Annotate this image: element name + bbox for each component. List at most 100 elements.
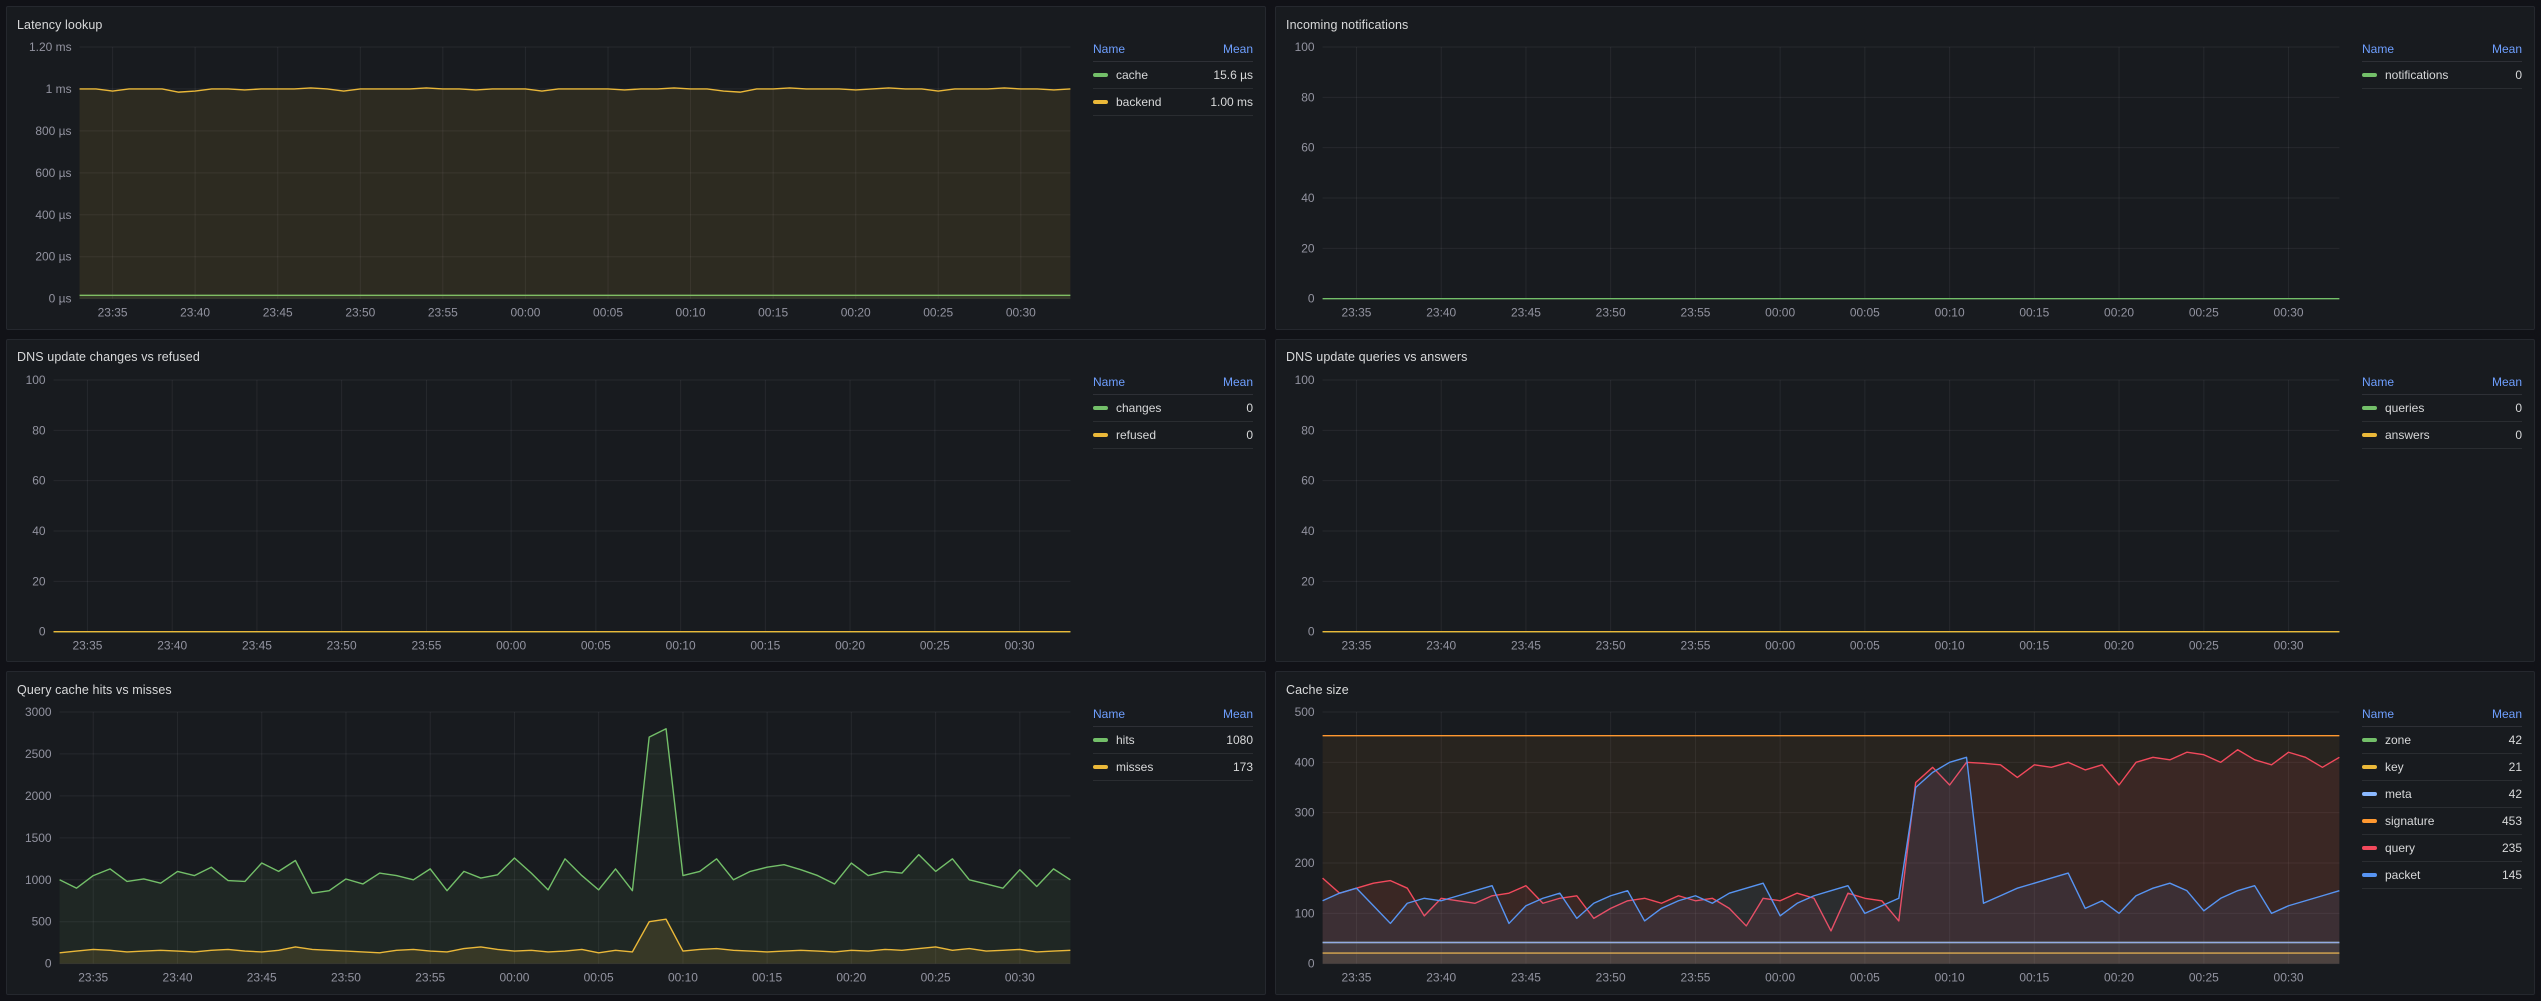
svg-text:800 µs: 800 µs [35, 124, 71, 138]
panel-header[interactable]: Cache size [1286, 679, 2524, 700]
legend-row-queries[interactable]: queries 0 [2362, 395, 2522, 422]
panel-dns-update-changes-vs-refused: DNS update changes vs refused 0 20 40 60 80 1… [6, 338, 1266, 663]
svg-text:23:55: 23:55 [411, 638, 441, 652]
svg-text:00:00: 00:00 [496, 638, 526, 652]
chart-latency-lookup[interactable]: 0 µs 200 µs 400 µs 600 µs 800 µs 1 ms 1.20 ms 2… [17, 35, 1083, 323]
legend-sort-name[interactable]: Name [2362, 374, 2395, 389]
legend-sort-name[interactable]: Name [1093, 42, 1126, 56]
legend-sort-name[interactable]: Name [1093, 707, 1126, 722]
legend-sort-name[interactable]: Name [2362, 707, 2395, 722]
svg-text:00:00: 00:00 [499, 971, 529, 985]
panel-title[interactable]: Incoming notifications [1286, 17, 1409, 32]
svg-text:20: 20 [1301, 574, 1315, 588]
legend-dns-update-changes-vs-refused: Name Mean changes 0 refused 0 [1083, 368, 1255, 656]
series-name: refused [1116, 427, 1157, 442]
series-mean-value: 0 [2515, 427, 2522, 442]
legend-header: Name Mean [1093, 370, 1253, 395]
legend-sort-name[interactable]: Name [2362, 42, 2395, 56]
legend-row-signature[interactable]: signature 453 [2362, 808, 2522, 836]
series-name: signature [2385, 814, 2435, 829]
legend-row-hits[interactable]: hits 1080 [1093, 727, 1253, 755]
panel-incoming-notifications: Incoming notifications 0 20 40 60 80 100 23:35… [1275, 6, 2535, 330]
legend-row-refused[interactable]: refused 0 [1093, 422, 1253, 449]
legend-sort-mean[interactable]: Mean [1222, 707, 1253, 722]
legend-sort-mean[interactable]: Mean [2491, 374, 2522, 389]
svg-text:200: 200 [1295, 856, 1315, 870]
series-mean-value: 1080 [1226, 733, 1253, 748]
legend-sort-mean[interactable]: Mean [1222, 42, 1253, 56]
svg-text:23:40: 23:40 [1426, 638, 1456, 652]
legend-row-key[interactable]: key 21 [2362, 754, 2522, 782]
svg-text:00:30: 00:30 [1006, 306, 1036, 320]
series-name: misses [1116, 760, 1154, 775]
svg-text:00:10: 00:10 [1935, 306, 1965, 320]
legend-row-misses[interactable]: misses 173 [1093, 754, 1253, 782]
panel-title[interactable]: DNS update changes vs refused [17, 350, 200, 365]
svg-text:00:10: 00:10 [1935, 971, 1965, 985]
series-mean-value: 1.00 ms [1210, 95, 1253, 109]
svg-text:100: 100 [26, 373, 46, 387]
panel-header[interactable]: Incoming notifications [1286, 14, 2524, 35]
svg-text:00:05: 00:05 [593, 306, 623, 320]
legend-sort-mean[interactable]: Mean [2491, 42, 2522, 56]
svg-text:23:35: 23:35 [1341, 638, 1371, 652]
panel-title[interactable]: Query cache hits vs misses [17, 682, 172, 697]
series-color-swatch-notifications [2362, 73, 2377, 77]
svg-text:0: 0 [39, 624, 46, 638]
panel-header[interactable]: DNS update queries vs answers [1286, 347, 2524, 368]
series-color-swatch-query [2362, 846, 2377, 851]
svg-text:80: 80 [1301, 423, 1315, 437]
legend-row-notifications[interactable]: notifications 0 [2362, 62, 2522, 89]
chart-cache-size[interactable]: 0 100 200 300 400 500 23:35 23:40 23:45 23:50 23:5… [1286, 700, 2352, 988]
svg-text:20: 20 [1301, 241, 1315, 255]
series-mean-value: 173 [1232, 760, 1253, 775]
legend-header: Name Mean [1093, 702, 1253, 728]
svg-text:23:40: 23:40 [1426, 971, 1456, 985]
legend-row-packet[interactable]: packet 145 [2362, 862, 2522, 890]
series-name: queries [2385, 400, 2425, 415]
panel-title[interactable]: Latency lookup [17, 17, 103, 32]
svg-text:00:25: 00:25 [920, 638, 950, 652]
legend-row-query[interactable]: query 235 [2362, 835, 2522, 863]
series-color-swatch-queries [2362, 405, 2377, 410]
chart-dns-update-changes-vs-refused[interactable]: 0 20 40 60 80 100 23:35 23:40 23:45 23:50 23:55 00:… [17, 368, 1083, 656]
legend-row-changes[interactable]: changes 0 [1093, 395, 1253, 422]
legend-sort-mean[interactable]: Mean [1222, 374, 1253, 389]
series-color-swatch-signature [2362, 819, 2377, 824]
series-mean-value: 0 [1246, 427, 1253, 442]
legend-sort-name[interactable]: Name [1093, 374, 1126, 389]
series-name: meta [2385, 787, 2412, 802]
svg-text:100: 100 [1295, 40, 1315, 54]
svg-text:23:50: 23:50 [327, 638, 357, 652]
svg-text:3000: 3000 [25, 705, 52, 719]
panel-header[interactable]: Query cache hits vs misses [17, 679, 1255, 700]
legend-row-zone[interactable]: zone 42 [2362, 727, 2522, 755]
svg-text:23:35: 23:35 [78, 971, 108, 985]
svg-text:20: 20 [32, 574, 46, 588]
panel-title[interactable]: Cache size [1286, 682, 1349, 697]
legend-row-cache[interactable]: cache 15.6 µs [1093, 62, 1253, 89]
legend-row-answers[interactable]: answers 0 [2362, 422, 2522, 449]
svg-text:60: 60 [1301, 473, 1315, 487]
series-mean-value: 15.6 µs [1213, 68, 1253, 82]
svg-text:2500: 2500 [25, 747, 52, 761]
legend-row-backend[interactable]: backend 1.00 ms [1093, 89, 1253, 116]
chart-incoming-notifications[interactable]: 0 20 40 60 80 100 23:35 23:40 23:45 23:50 23:55 00:… [1286, 35, 2352, 323]
series-mean-value: 21 [2508, 760, 2522, 775]
chart-dns-update-queries-vs-answers[interactable]: 0 20 40 60 80 100 23:35 23:40 23:45 23:50 23:55 00:… [1286, 368, 2352, 656]
panel-title[interactable]: DNS update queries vs answers [1286, 350, 1468, 365]
series-name: query [2385, 841, 2416, 856]
series-mean-value: 145 [2501, 868, 2522, 883]
legend-row-meta[interactable]: meta 42 [2362, 781, 2522, 809]
chart-query-cache-hits-vs-misses[interactable]: 0 500 1000 1500 2000 2500 3000 23:35 23:40 23:45 2… [17, 700, 1083, 988]
panel-header[interactable]: Latency lookup [17, 14, 1255, 35]
series-color-swatch-hits [1093, 738, 1108, 743]
panel-header[interactable]: DNS update changes vs refused [17, 347, 1255, 368]
svg-text:00:10: 00:10 [668, 971, 698, 985]
series-color-swatch-refused [1093, 432, 1108, 437]
legend-header: Name Mean [1093, 37, 1253, 62]
svg-text:60: 60 [32, 473, 46, 487]
svg-text:00:25: 00:25 [2189, 971, 2219, 985]
legend-sort-mean[interactable]: Mean [2491, 707, 2522, 722]
svg-text:00:20: 00:20 [2104, 306, 2134, 320]
